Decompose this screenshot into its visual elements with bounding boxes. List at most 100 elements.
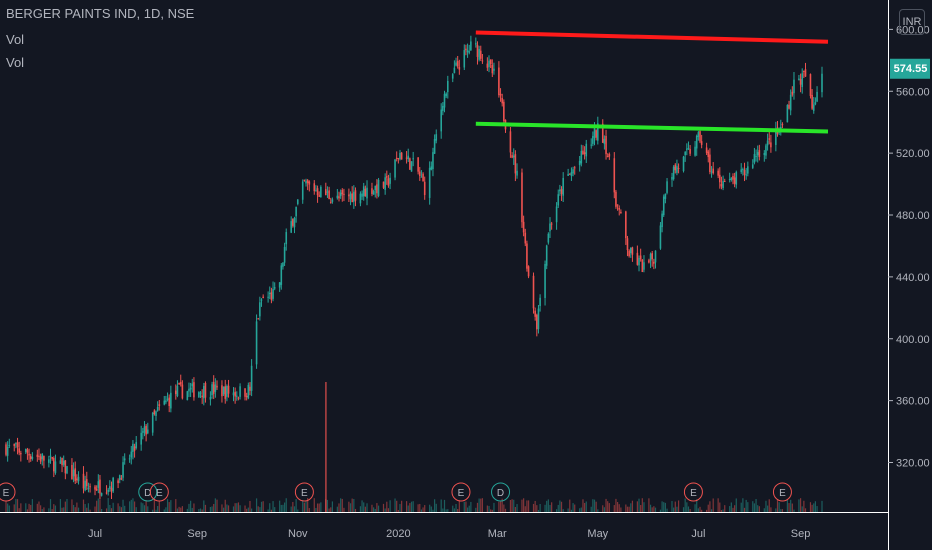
volume-bar <box>686 502 688 512</box>
volume-bar <box>94 506 96 512</box>
volume-bar <box>597 509 599 512</box>
volume-bar <box>305 500 307 512</box>
candle-body <box>509 131 512 153</box>
trendlines[interactable] <box>475 30 829 134</box>
earnings-event-label: E <box>458 488 465 499</box>
candle-body <box>539 297 541 307</box>
candle-body <box>6 446 9 456</box>
candle-body <box>516 170 518 176</box>
earnings-event-marker[interactable] <box>149 482 169 502</box>
volume-bar <box>232 506 235 512</box>
time-axis[interactable]: Jul Sep Nov 2020 Mar May Jul Sep <box>88 528 810 540</box>
candle-body <box>351 193 353 203</box>
candle-body <box>204 382 207 398</box>
candle-body <box>499 93 502 96</box>
candle-body <box>661 213 663 228</box>
volume-bar <box>211 506 213 512</box>
volume-bar <box>387 508 390 512</box>
candle-body <box>343 193 345 195</box>
currency-button[interactable]: INR <box>899 9 925 35</box>
candle-body <box>648 260 650 263</box>
resistance-trendline[interactable] <box>475 30 829 44</box>
price-tick-label: 440.00 <box>896 272 930 284</box>
volume-bar <box>255 498 258 512</box>
volume-bar <box>389 500 391 512</box>
volume-bar <box>15 498 17 512</box>
candle-body <box>465 48 467 51</box>
volume-bar <box>682 507 685 512</box>
candle-body <box>359 193 362 204</box>
earnings-event-marker[interactable] <box>294 482 314 502</box>
candle-body <box>41 453 44 460</box>
candle-body <box>765 145 767 156</box>
candle-body <box>377 179 380 196</box>
candle-body <box>524 232 527 244</box>
volume-bar <box>361 500 363 512</box>
candle-body <box>428 167 431 198</box>
volume-bar <box>239 505 241 512</box>
volume-bar <box>396 500 398 512</box>
candle-body <box>573 167 576 169</box>
candle-body <box>146 429 149 434</box>
volume-legend-1[interactable]: Vol <box>6 32 25 47</box>
volume-bar <box>216 499 218 512</box>
volume-bar <box>559 500 561 512</box>
volume-bar <box>458 500 460 512</box>
volume-bar <box>227 505 230 512</box>
candle-body <box>580 150 583 164</box>
volume-bar <box>49 499 52 512</box>
volume-bar <box>343 507 345 512</box>
candle-body <box>590 144 593 146</box>
candle-body <box>475 43 477 45</box>
candle-body <box>747 166 749 174</box>
volume-bar <box>526 500 528 512</box>
candle-body <box>555 206 558 223</box>
volume-bar <box>673 507 675 512</box>
volume-bar <box>64 501 66 512</box>
volume-bar <box>51 509 53 512</box>
dividend-event-marker[interactable] <box>491 482 511 502</box>
candle-body <box>339 192 342 197</box>
candle-body <box>348 194 350 197</box>
candle-body <box>349 193 352 200</box>
volume-bar <box>257 506 259 512</box>
volume-bar <box>269 503 271 512</box>
volume-bar <box>699 506 701 512</box>
earnings-event-marker[interactable] <box>451 482 471 502</box>
earnings-event-marker[interactable] <box>0 482 16 502</box>
candle-body <box>753 154 756 163</box>
volume-bar <box>124 505 126 512</box>
candle-body <box>31 456 34 459</box>
volume-bar <box>481 498 484 512</box>
volume-bar <box>326 499 329 512</box>
candle-body <box>249 386 251 391</box>
earnings-event-marker[interactable] <box>683 482 703 502</box>
volume-bar <box>302 499 304 512</box>
volume-bar <box>274 507 276 512</box>
volume-legend-2[interactable]: Vol <box>6 55 25 70</box>
candle-body <box>435 134 438 141</box>
candle-body <box>168 397 170 406</box>
candle-body <box>568 173 571 175</box>
candle-body <box>722 181 724 189</box>
support-trendline[interactable] <box>475 121 829 134</box>
volume-bar <box>638 498 640 512</box>
volume-bar <box>54 505 57 512</box>
candle-body <box>232 392 235 396</box>
volume-bar <box>147 506 149 512</box>
volume-bar <box>26 509 29 512</box>
candle-body <box>809 74 812 96</box>
volume-bar <box>203 500 205 512</box>
volume-bar <box>488 505 490 512</box>
volume-bar <box>193 503 195 512</box>
candle-body <box>399 152 401 160</box>
volume-bar <box>155 509 157 512</box>
volume-bar <box>320 502 322 512</box>
earnings-event-marker[interactable] <box>772 482 792 502</box>
volume-bar <box>43 507 45 512</box>
price-axis[interactable]: 320.00 360.00 400.00 440.00 480.00 520.00 560.… <box>888 24 930 470</box>
dividend-event-marker[interactable] <box>138 482 158 502</box>
candle-body <box>585 143 588 157</box>
